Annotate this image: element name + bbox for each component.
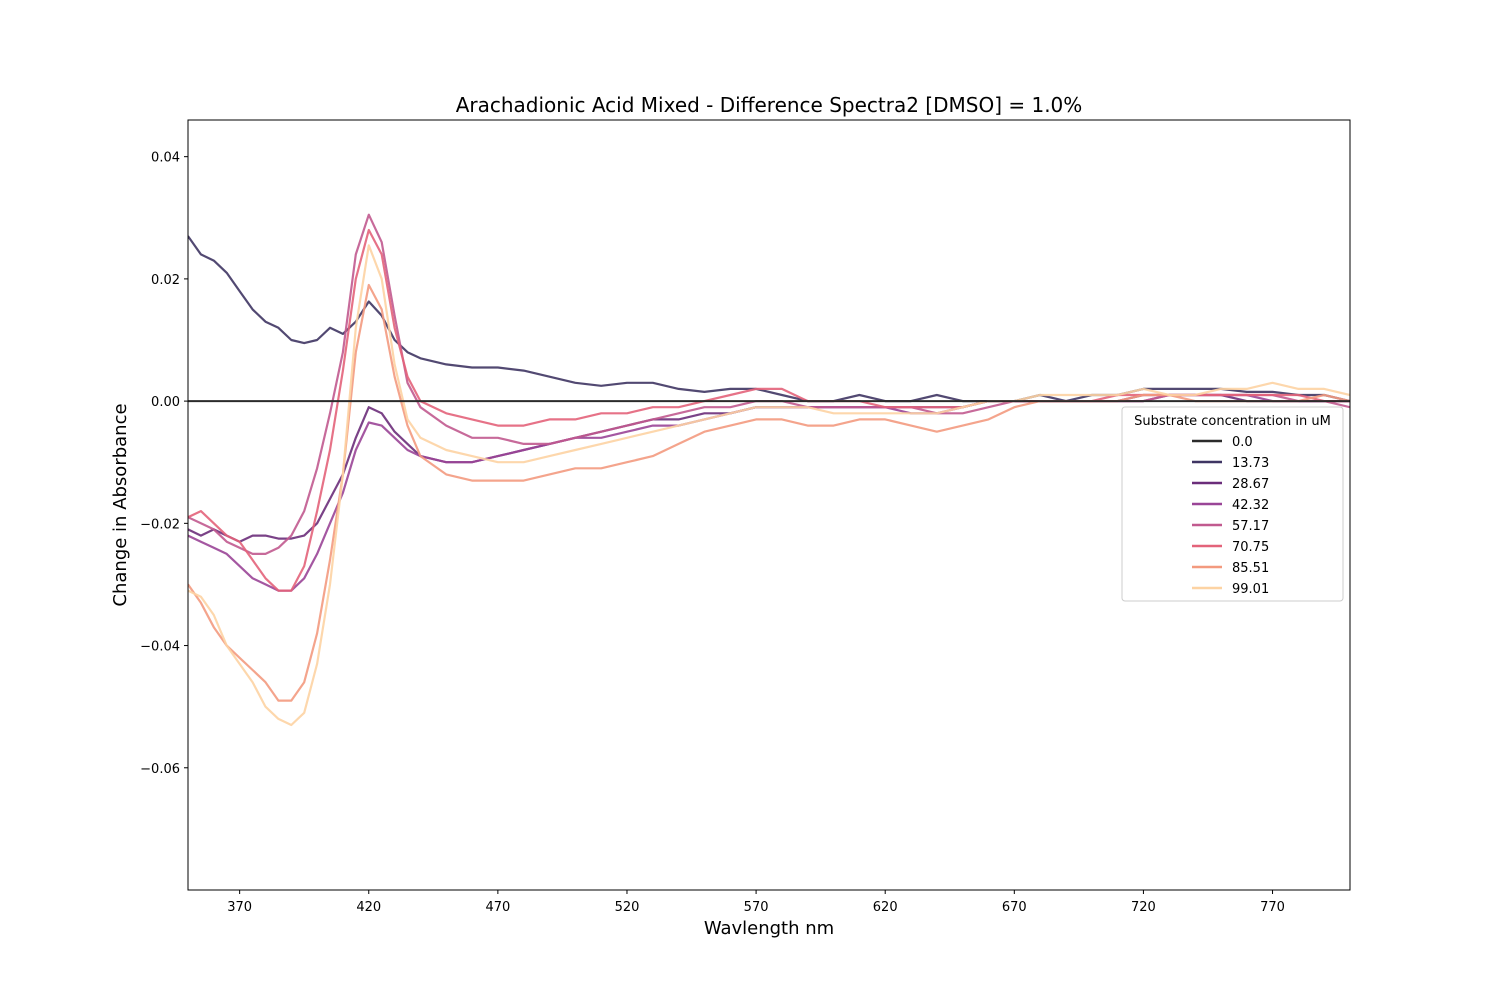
legend-entry-label: 28.67 bbox=[1232, 477, 1269, 492]
series-lines bbox=[188, 213, 1350, 727]
y-tick-label: −0.02 bbox=[140, 517, 180, 532]
y-tick-label: 0.00 bbox=[151, 395, 180, 410]
series-line-99.01 bbox=[188, 244, 1350, 727]
legend-entry-label: 70.75 bbox=[1232, 540, 1269, 555]
x-tick-label: 720 bbox=[1131, 900, 1156, 915]
legend-entry-label: 42.32 bbox=[1232, 498, 1269, 513]
legend-entry-label: 57.17 bbox=[1232, 519, 1269, 534]
legend-entry-label: 13.73 bbox=[1232, 456, 1269, 471]
y-tick-label: −0.06 bbox=[140, 762, 180, 777]
x-tick-label: 670 bbox=[1002, 900, 1027, 915]
y-axis-label: Change in Absorbance bbox=[110, 403, 131, 606]
legend-entry-label: 85.51 bbox=[1232, 561, 1269, 576]
x-tick-label: 570 bbox=[744, 900, 769, 915]
legend-entry-label: 99.01 bbox=[1232, 582, 1269, 597]
legend: Substrate concentration in uM 0.0 13.73 28.… bbox=[1121, 406, 1344, 602]
x-tick-label: 370 bbox=[227, 900, 252, 915]
x-tick-label: 420 bbox=[356, 900, 381, 915]
x-tick-label: 470 bbox=[485, 900, 510, 915]
x-tick-label: 770 bbox=[1260, 900, 1285, 915]
legend-title: Substrate concentration in uM bbox=[1134, 414, 1331, 429]
legend-entry-label: 0.0 bbox=[1232, 435, 1253, 450]
y-tick-label: 0.02 bbox=[151, 273, 180, 288]
plot-frame bbox=[187, 119, 1351, 891]
x-axis-label: Wavlength nm bbox=[704, 918, 834, 939]
y-tick-label: 0.04 bbox=[151, 151, 180, 166]
y-tick-label: −0.04 bbox=[140, 640, 180, 655]
legend-box bbox=[1121, 406, 1344, 602]
axes-ticks: 370 420 470 520 570 620 670 720 770 0.04 0.02 0.00 −… bbox=[140, 151, 1285, 915]
x-tick-label: 620 bbox=[873, 900, 898, 915]
chart-title: Arachadionic Acid Mixed - Difference Spe… bbox=[456, 93, 1083, 117]
plot-area bbox=[188, 213, 1350, 727]
x-tick-label: 520 bbox=[615, 900, 640, 915]
